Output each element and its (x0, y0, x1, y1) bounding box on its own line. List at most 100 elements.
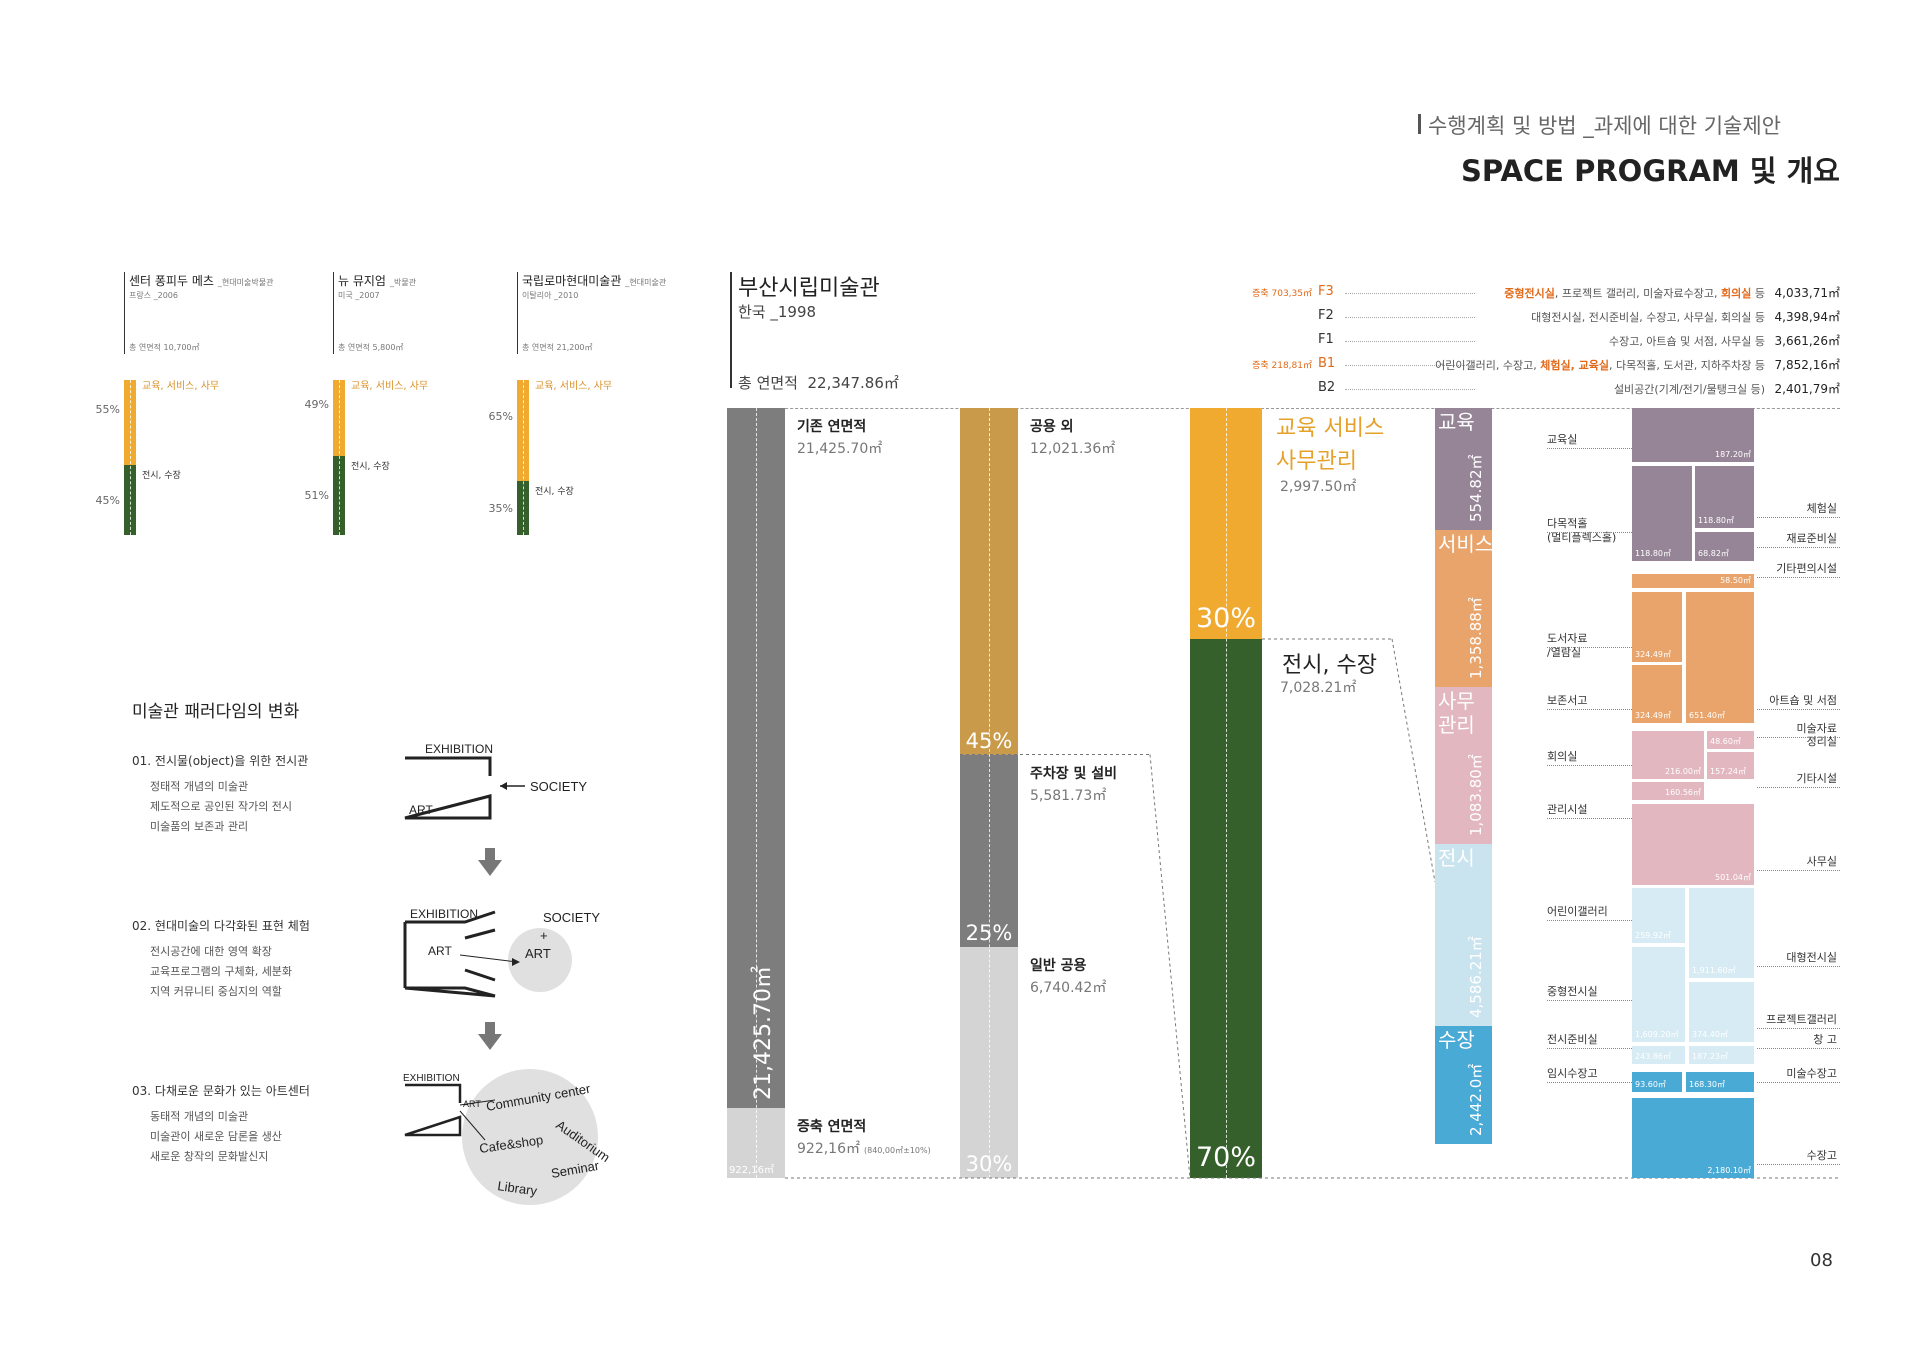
category-total: 1,358.88㎡ (1467, 597, 1485, 679)
category-block (1435, 844, 1492, 1026)
diagram1-society: SOCIETY (530, 779, 587, 794)
culture-circle-icon (462, 1069, 598, 1205)
comparison-name: 뉴 뮤지엄 _박물관 (338, 272, 416, 289)
room-tile (1632, 574, 1754, 588)
room-right-label: 미술자료 정리실 (1796, 722, 1837, 748)
comparison-area: 총 연면적 10,700㎡ (129, 343, 200, 352)
room-label-line (1547, 1082, 1632, 1083)
room-label: 다목적홀 (멀티플렉스홀) (1547, 517, 1617, 544)
comparison-top-label: 교육, 서비스, 사무 (142, 381, 220, 392)
segment-label: 일반 공용 (1030, 958, 1087, 974)
room-label-line (1547, 1048, 1632, 1049)
comparison-type: _현대미술관 (625, 278, 667, 287)
room-label-line (1547, 709, 1632, 710)
room-tile (1689, 982, 1754, 1042)
segment-value: 21,425.70㎡ (797, 441, 883, 457)
bar-inner-value: 922,16㎡ (729, 1165, 774, 1176)
room-right-line (1757, 1048, 1840, 1049)
center-box-icon (404, 1083, 462, 1137)
room-value: 259.92㎡ (1635, 931, 1671, 940)
paradigm-item-2: 02. 현대미술의 다각화된 표현 체험 전시공간에 대한 영역 확장 교육프로… (132, 917, 310, 1002)
page-subtitle: 수행계획 및 방법 _과제에 대한 기술제안 (1428, 114, 1781, 138)
bar-dash (756, 408, 757, 1178)
floor-highlight: 회의실 (1721, 287, 1752, 300)
room-right-line (1757, 1164, 1840, 1165)
segment-label-2: 사무관리 (1276, 449, 1357, 474)
segment-pct: 70% (1195, 1142, 1256, 1173)
paradigm-title: 미술관 패러다임의 변화 (132, 702, 300, 722)
floor-description: 어린이갤러리, 수장고, 체험실, 교육실, 다목적홀, 도서관, 지하주차장 … (1380, 357, 1765, 373)
exhibition-box-icon (404, 756, 492, 820)
category-name: 수장 (1438, 1028, 1475, 1052)
paradigm-heading: 01. 전시물(object)을 위한 전시관 (132, 754, 309, 768)
room-value: 48.60㎡ (1710, 737, 1741, 746)
room-value: 216.00㎡ (1665, 767, 1701, 776)
floor-area: 7,852,16㎡ (1774, 358, 1840, 372)
comparison-country-year: 이탈리아 _2010 (522, 291, 579, 300)
bar-vertical-value: 21,425.70㎡ (751, 966, 776, 1100)
paradigm-line: 지역 커뮤니티 중심지의 역할 (150, 985, 282, 998)
room-tile (1632, 731, 1704, 779)
segment-label: 교육 서비스 (1276, 416, 1385, 441)
room-right-line (1757, 547, 1840, 548)
diagram2-art: ART (428, 944, 452, 958)
room-right-label: 체험실 (1806, 502, 1837, 515)
floor-description: 대형전시실, 전시준비실, 수장고, 사무실, 회의실 등 (1380, 309, 1765, 325)
room-label: 어린이갤러리 (1547, 905, 1608, 918)
room-right-label: 사무실 (1806, 855, 1837, 868)
connector-line (1149, 754, 1191, 1179)
room-label: 전시준비실 (1547, 1033, 1598, 1046)
paradigm-line: 전시공간에 대한 영역 확장 (150, 945, 272, 958)
segment-label: 공용 외 (1030, 419, 1074, 435)
comparison-top-pct: 65% (488, 410, 513, 424)
room-label-line (1547, 647, 1632, 648)
room-value: 157.24㎡ (1710, 767, 1746, 776)
diagram-art-center: EXHIBITION ART Community center Auditori… (403, 1069, 613, 1205)
room-value: 1,911.60㎡ (1692, 966, 1736, 975)
room-right-label: 아트숍 및 서점 (1769, 694, 1837, 707)
room-value: 93.60㎡ (1635, 1080, 1666, 1089)
word-library: Library (497, 1178, 539, 1198)
floor-leader (1345, 317, 1475, 318)
floor-name: F3 (1318, 284, 1334, 299)
room-value: 118.80㎡ (1698, 516, 1734, 525)
comparison-type: _현대미술박물관 (217, 278, 274, 287)
room-tile (1632, 1098, 1754, 1178)
room-tile (1632, 408, 1754, 462)
category-block (1435, 1026, 1492, 1144)
comparison-top-label: 교육, 서비스, 사무 (351, 381, 429, 392)
paradigm-line: 동태적 개념의 미술관 (150, 1110, 249, 1123)
room-value: 243.86㎡ (1635, 1052, 1671, 1061)
room-right-line (1757, 1028, 1840, 1029)
room-right-label: 재료준비실 (1786, 532, 1837, 545)
page-number: 08 (1810, 1250, 1833, 1271)
comparison-top-label: 교육, 서비스, 사무 (535, 381, 613, 392)
floor-highlight: 중형전시실 (1504, 287, 1555, 300)
segment-value: 5,581.73㎡ (1030, 787, 1107, 804)
room-value: 651.40㎡ (1689, 711, 1725, 720)
floor-leader (1345, 365, 1475, 366)
room-label-line (1547, 920, 1632, 921)
diagram-expression: EXHIBITION ART SOCIETY + ART (403, 907, 600, 998)
comparison-bottom-pct: 35% (488, 501, 513, 515)
comparison-top-pct: 55% (95, 402, 120, 416)
comparison-area: 총 연면적 21,200㎡ (522, 343, 593, 352)
paradigm-line: 미술관이 새로운 담론을 생산 (150, 1130, 282, 1143)
paradigm-heading: 03. 다채로운 문화가 있는 아트센터 (132, 1084, 310, 1098)
room-label: 임시수장고 (1547, 1067, 1598, 1080)
floor-description: 설비공간(기계/전기/물탱크실 등) (1380, 381, 1765, 397)
paradigm-line: 미술품의 보존과 관리 (150, 820, 249, 833)
comparison-title: 뉴 뮤지엄 (338, 274, 386, 288)
society-circle-icon (508, 928, 572, 992)
floor-description: 수장고, 아트숍 및 서점, 사무실 등 (1380, 333, 1765, 349)
room-value: 68.82㎡ (1698, 549, 1729, 558)
comparison-bottom-pct: 45% (95, 494, 120, 508)
room-right-line (1757, 517, 1840, 518)
comparison-title: 국립로마현대미술관 (522, 274, 622, 288)
paradigm-line: 새로운 창작의 문화발신지 (150, 1150, 269, 1163)
floor-area: 2,401,79㎡ (1774, 382, 1840, 396)
segment-value: 7,028.21㎡ (1280, 680, 1357, 696)
floor-area: 4,033,71㎡ (1774, 286, 1840, 300)
room-tile (1686, 1072, 1754, 1092)
comparison-divider (333, 272, 334, 354)
